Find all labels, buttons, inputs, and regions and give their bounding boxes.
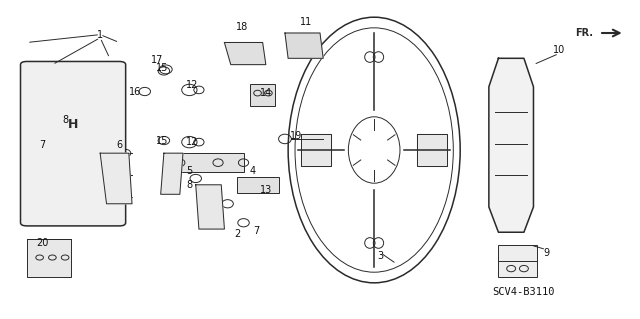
Bar [47,149,99,157]
FancyBboxPatch shape [20,62,125,226]
Text: 10: 10 [553,45,565,56]
Text: 20: 20 [36,238,49,248]
Polygon shape [489,58,534,232]
Text: 15: 15 [156,136,168,145]
Polygon shape [161,153,183,194]
Text: 16: 16 [129,86,141,97]
Polygon shape [225,42,266,65]
Text: 11: 11 [300,17,312,27]
Text: 14: 14 [260,88,272,98]
Polygon shape [417,134,447,166]
Text: 9: 9 [543,248,549,258]
Text: 15: 15 [156,63,168,73]
Text: 18: 18 [236,22,248,32]
Text: FR.: FR. [575,28,593,38]
Text: SCV4-B3110: SCV4-B3110 [493,287,555,297]
Bar [55,115,91,141]
Polygon shape [285,33,323,58]
Text: H: H [68,118,78,131]
Bar [173,153,244,172]
Bar [237,177,278,193]
Text: 5: 5 [186,166,193,175]
Polygon shape [196,185,225,229]
Text: 19: 19 [290,131,302,141]
Text: 8: 8 [62,115,68,125]
Text: 3: 3 [378,251,383,261]
Text: 4: 4 [250,166,256,175]
Bar [250,84,275,106]
Polygon shape [100,153,132,204]
Text: 1: 1 [97,30,103,40]
Text: 17: 17 [151,55,164,65]
Text: 12: 12 [186,80,199,90]
Text: 8: 8 [186,180,193,190]
Text: 2: 2 [234,229,240,239]
Polygon shape [301,134,331,166]
Text: 6: 6 [116,140,122,150]
Bar [499,245,537,277]
Text: 12: 12 [186,137,199,147]
Text: 13: 13 [260,184,272,195]
Text: 7: 7 [253,226,259,236]
Text: 7: 7 [40,140,46,150]
Bar [27,239,72,277]
